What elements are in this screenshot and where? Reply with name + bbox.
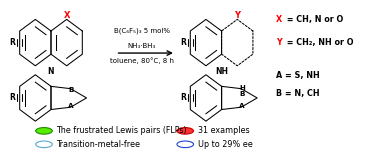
Text: B = N, CH: B = N, CH [276, 89, 319, 98]
Text: = CH, N or O: = CH, N or O [284, 15, 343, 24]
Text: NH: NH [215, 67, 228, 76]
Text: A = S, NH: A = S, NH [276, 71, 319, 80]
Circle shape [177, 128, 194, 134]
Text: A: A [239, 103, 245, 109]
Text: X: X [64, 11, 70, 20]
Text: The frustrated Lewis pairs (FLPs): The frustrated Lewis pairs (FLPs) [56, 126, 187, 135]
Text: R: R [9, 38, 15, 47]
Text: B(C₆F₅)₃ 5 mol%: B(C₆F₅)₃ 5 mol% [114, 27, 170, 34]
Circle shape [36, 128, 52, 134]
Text: R: R [9, 93, 15, 102]
Text: NH₃·BH₃: NH₃·BH₃ [128, 43, 156, 49]
Text: R: R [180, 93, 186, 102]
Text: B: B [239, 91, 245, 97]
Text: Transition-metal-free: Transition-metal-free [56, 140, 141, 149]
Text: A: A [68, 103, 74, 109]
Text: 31 examples: 31 examples [198, 126, 249, 135]
Circle shape [177, 141, 194, 148]
Text: R: R [180, 38, 186, 47]
Text: Up to 29% ee: Up to 29% ee [198, 140, 253, 149]
Text: X: X [276, 15, 282, 24]
Text: = CH₂, NH or O: = CH₂, NH or O [284, 38, 353, 47]
Text: toluene, 80°C, 8 h: toluene, 80°C, 8 h [110, 57, 174, 64]
Text: Y: Y [234, 11, 240, 20]
Text: Y: Y [276, 38, 281, 47]
Text: B: B [68, 87, 74, 93]
Text: H: H [239, 85, 245, 90]
Circle shape [36, 141, 52, 148]
Text: N: N [48, 67, 54, 76]
